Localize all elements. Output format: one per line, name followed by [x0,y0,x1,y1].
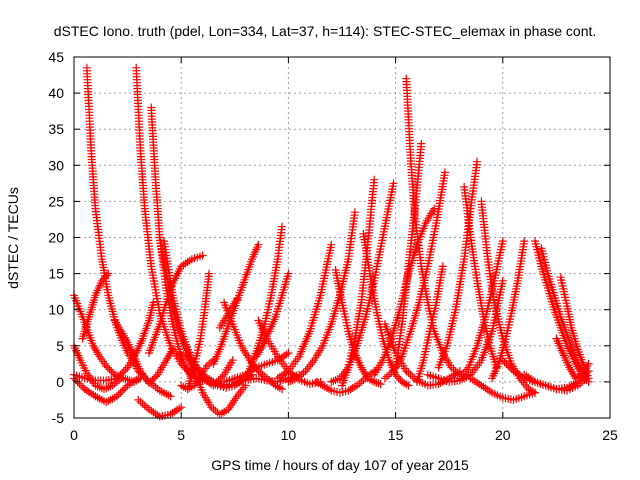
series-46 [537,244,591,383]
series-markers [132,63,207,385]
series-9 [134,395,186,421]
series-markers [110,316,177,388]
series-markers [466,374,539,404]
series-14 [183,269,214,394]
y-tick-label: -5 [52,410,65,426]
series-markers [215,294,241,332]
y-tick-label: 0 [56,374,64,390]
series-markers [359,229,413,390]
series-markers [391,139,426,372]
series-43 [466,374,539,404]
series-markers [312,367,379,397]
series-markers [537,244,591,383]
x-tick-label: 5 [177,427,185,443]
series-markers [331,266,385,389]
series-19 [215,294,241,332]
series-7 [110,316,177,388]
series-markers [273,240,336,383]
series-50 [498,356,591,395]
axis-ticks: 0 5 10 15 20 25 -5 0 5 10 15 20 25 30 35 40 45 [48,49,618,443]
series-markers [434,157,482,372]
y-tick-label: 35 [48,121,64,137]
x-tick-label: 10 [281,427,297,443]
y-tick-label: 5 [56,338,64,354]
y-tick-label: 20 [48,230,64,246]
chart-title: dSTEC Iono. truth (pdel, Lon=334, Lat=37… [54,23,597,39]
series-6 [132,63,207,385]
series-24 [254,316,325,389]
series-markers [488,237,529,383]
series-44 [488,237,529,383]
y-axis-label: dSTEC / TECUs [5,187,21,289]
series-34 [402,74,464,379]
series-markers [402,74,464,379]
series-27 [312,367,379,397]
series-42 [460,183,501,372]
y-tick-label: 10 [48,302,64,318]
series-markers [134,395,186,421]
series-markers [460,183,501,372]
series-31 [359,229,413,390]
y-tick-label: 45 [48,49,64,65]
series-markers [254,316,325,389]
x-tick-label: 0 [70,427,78,443]
y-tick-label: 40 [48,85,64,101]
y-tick-label: 30 [48,157,64,173]
x-tick-label: 20 [495,427,511,443]
series-25 [273,240,336,383]
grid [74,57,610,418]
series-35 [391,139,426,372]
x-axis-label: GPS time / hours of day 107 of year 2015 [211,457,469,473]
series-15 [181,349,250,419]
series-28 [331,266,385,389]
y-tick-label: 15 [48,266,64,282]
series-markers [181,349,250,419]
y-tick-label: 25 [48,193,64,209]
x-tick-label: 15 [388,427,404,443]
data-points [70,63,593,421]
series-markers [284,208,359,386]
series-26 [284,208,359,386]
x-tick-label: 25 [602,427,618,443]
series-39 [434,157,482,372]
series-markers [183,269,214,394]
series-markers [498,356,591,395]
